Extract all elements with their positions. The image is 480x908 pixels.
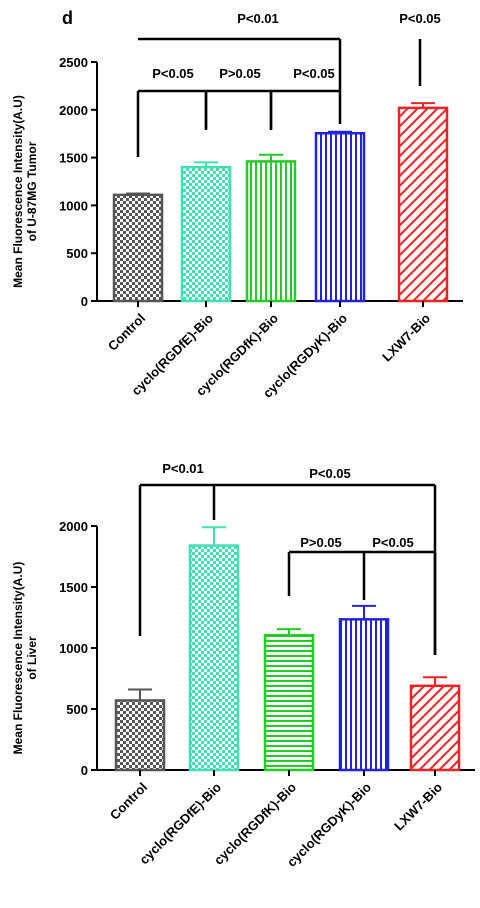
- significance-label: P>0.05: [219, 66, 261, 81]
- y-axis-label: Mean Fluorescence Intensity(A.U): [11, 562, 25, 755]
- category-label: Control: [107, 780, 150, 823]
- panel-label: d: [62, 8, 73, 28]
- bar: [409, 684, 461, 772]
- y-tick-label: 1500: [59, 580, 88, 595]
- bar: [112, 193, 164, 303]
- y-tick-label: 2000: [59, 103, 88, 118]
- significance-label: P<0.05: [152, 66, 194, 81]
- bar: [314, 131, 366, 303]
- significance-label: P<0.05: [293, 66, 335, 81]
- y-tick-label: 1500: [59, 151, 88, 166]
- significance-label: P<0.05: [399, 11, 441, 26]
- category-label: LXW7-Bio: [379, 310, 433, 364]
- bar: [188, 544, 240, 772]
- bar: [180, 165, 232, 303]
- y-tick-label: 500: [66, 702, 88, 717]
- category-label: cyclo(RGDyK)-Bio: [284, 779, 374, 869]
- category-label: LXW7-Bio: [391, 779, 445, 833]
- significance-label: P<0.01: [162, 461, 204, 476]
- bar: [397, 106, 449, 303]
- y-axis-label: Mean Fluorescence Intensity(A.U): [11, 95, 25, 288]
- y-axis-label: of U-87MG Tumor: [25, 141, 39, 241]
- significance-label: P>0.05: [300, 535, 342, 550]
- significance-label: P<0.01: [237, 11, 279, 26]
- bar: [114, 699, 166, 772]
- bar: [263, 633, 315, 772]
- y-tick-label: 500: [66, 246, 88, 261]
- significance-label: P<0.05: [372, 535, 414, 550]
- y-tick-label: 0: [81, 294, 88, 309]
- bar: [338, 618, 390, 772]
- y-tick-label: 1000: [59, 641, 88, 656]
- y-axis-label: of Liver: [25, 636, 39, 680]
- category-label: Control: [105, 311, 148, 354]
- y-tick-label: 2000: [59, 519, 88, 534]
- liver-bar-chart: 0 500 1000 1500 2000 Mean Fluorescence Intens…: [11, 461, 475, 870]
- category-label: cyclo(RGDfE)-Bio: [136, 779, 224, 867]
- bar: [245, 160, 297, 303]
- tumor-bar-chart: 0 500 1000 1500 2000 2500 Mean Fluorescence In…: [11, 11, 463, 401]
- significance-label: P<0.05: [309, 466, 351, 481]
- y-tick-label: 2500: [59, 55, 88, 70]
- y-tick-label: 0: [81, 763, 88, 778]
- category-label: cyclo(RGDfK)-Bio: [211, 779, 299, 867]
- y-tick-label: 1000: [59, 198, 88, 213]
